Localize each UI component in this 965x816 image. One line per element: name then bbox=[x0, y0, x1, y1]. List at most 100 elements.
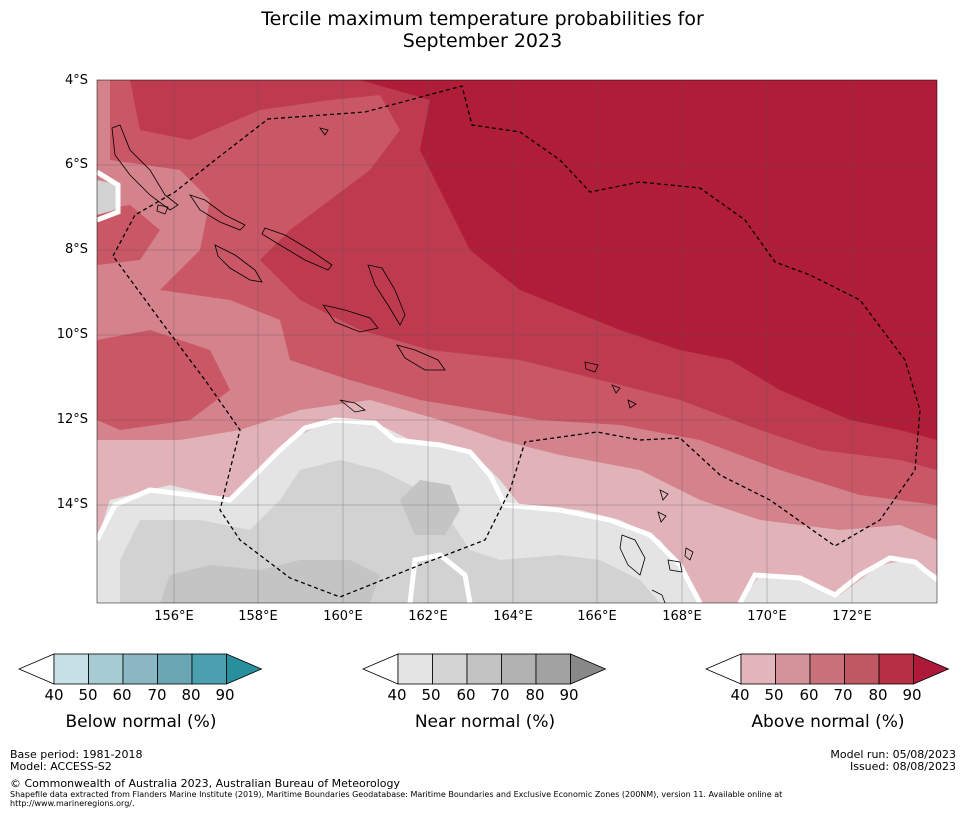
colorbar-max-extension bbox=[570, 653, 607, 685]
santa-isabel-island bbox=[261, 227, 333, 271]
footer-copyright: © Commonwealth of Australia 2023, Austra… bbox=[10, 777, 400, 790]
lat-label-6s: 6°S bbox=[64, 157, 88, 172]
colorbar-below-normal bbox=[18, 653, 263, 685]
small-island-f bbox=[319, 127, 329, 136]
cb-above-tick-50: 50 bbox=[764, 686, 784, 704]
choiseul-island bbox=[189, 194, 246, 231]
colorbar-near-label: Near normal (%) bbox=[414, 712, 556, 732]
cb-below-tick-80: 80 bbox=[181, 686, 201, 704]
colorbar-swatch-70 bbox=[501, 653, 537, 685]
lat-label-4s: 4°S bbox=[64, 73, 88, 88]
colorbar-swatch-70 bbox=[157, 653, 193, 685]
cb-below-tick-90: 90 bbox=[215, 686, 235, 704]
islands bbox=[111, 124, 694, 603]
cb-near-tick-70: 70 bbox=[490, 686, 510, 704]
contour-near-normal-boundary bbox=[97, 417, 703, 603]
cb-near-tick-90: 90 bbox=[559, 686, 579, 704]
lon-label-172e: 172°E bbox=[832, 609, 872, 624]
lon-label-170e: 170°E bbox=[747, 609, 787, 624]
colorbar-swatch-60 bbox=[809, 653, 845, 685]
malaita-island bbox=[367, 264, 406, 326]
colorbar-above-normal bbox=[705, 653, 950, 685]
footer-model: Model: ACCESS-S2 bbox=[10, 760, 112, 773]
chart-title: Tercile maximum temperature probabilitie… bbox=[0, 8, 965, 52]
small-island-c bbox=[659, 489, 669, 501]
cb-near-tick-60: 60 bbox=[456, 686, 476, 704]
colorbar-swatches bbox=[362, 653, 607, 685]
cb-below-tick-60: 60 bbox=[112, 686, 132, 704]
lon-label-160e: 160°E bbox=[323, 609, 363, 624]
footer-model-run: Model run: 05/08/2023 bbox=[830, 748, 956, 761]
bougainville-island bbox=[111, 124, 179, 211]
small-island-d bbox=[657, 511, 667, 523]
footer-shapefile-line1: Shapefile data extracted from Flanders M… bbox=[10, 790, 783, 799]
colorbar-swatch-60 bbox=[122, 653, 158, 685]
contour-near-normal-boundary-nw bbox=[97, 169, 121, 223]
contour-near-normal-boundary-s bbox=[407, 552, 473, 603]
makira-island bbox=[396, 344, 446, 371]
lon-label-168e: 168°E bbox=[662, 609, 702, 624]
zone-near-60-west bbox=[97, 180, 120, 215]
zone-above-70-west bbox=[97, 330, 230, 430]
colorbar-swatch-70 bbox=[844, 653, 880, 685]
colorbar-swatch-50 bbox=[432, 653, 468, 685]
lat-label-12s: 12°S bbox=[56, 412, 88, 427]
cb-below-tick-70: 70 bbox=[147, 686, 167, 704]
cb-below-tick-50: 50 bbox=[78, 686, 98, 704]
guadalcanal-island bbox=[322, 304, 379, 333]
colorbar-swatch-60 bbox=[466, 653, 502, 685]
colorbar-swatch-40 bbox=[397, 653, 433, 685]
colorbar-swatch-80 bbox=[878, 653, 914, 685]
colorbar-min-extension bbox=[18, 653, 55, 685]
colorbar-min-extension bbox=[362, 653, 399, 685]
gridlines bbox=[97, 80, 937, 603]
lat-label-10s: 10°S bbox=[56, 327, 88, 342]
cb-above-tick-90: 90 bbox=[902, 686, 922, 704]
eez-boundary-solomon bbox=[112, 85, 921, 598]
lon-label-166e: 166°E bbox=[577, 609, 617, 624]
cb-above-tick-70: 70 bbox=[833, 686, 853, 704]
colorbar-swatch-40 bbox=[740, 653, 776, 685]
colorbar-swatch-40 bbox=[53, 653, 89, 685]
colorbar-max-extension bbox=[226, 653, 263, 685]
footer-base-period: Base period: 1981-2018 bbox=[10, 748, 143, 761]
santa-cruz-island bbox=[584, 361, 599, 373]
new-georgia-island bbox=[214, 244, 263, 283]
malakula-island bbox=[651, 589, 666, 603]
zone-near-50-east bbox=[740, 560, 937, 603]
contour-near-normal-boundary-east bbox=[737, 555, 937, 603]
vanuatu-north-island bbox=[667, 559, 683, 573]
footer-issued: Issued: 08/08/2023 bbox=[849, 760, 956, 773]
cb-near-tick-80: 80 bbox=[525, 686, 545, 704]
lon-label-162e: 162°E bbox=[408, 609, 448, 624]
colorbar-swatch-50 bbox=[775, 653, 811, 685]
map-frame bbox=[96, 79, 938, 604]
colorbar-swatch-80 bbox=[535, 653, 571, 685]
cb-above-tick-80: 80 bbox=[868, 686, 888, 704]
small-island-a bbox=[611, 384, 621, 394]
lon-label-158e: 158°E bbox=[238, 609, 278, 624]
colorbar-swatch-50 bbox=[88, 653, 124, 685]
colorbar-below-label: Below normal (%) bbox=[65, 712, 217, 732]
cb-above-tick-60: 60 bbox=[799, 686, 819, 704]
title-line-1: Tercile maximum temperature probabilitie… bbox=[261, 8, 704, 30]
small-island-e bbox=[684, 547, 694, 561]
title-line-2: September 2023 bbox=[402, 30, 563, 52]
cb-above-tick-40: 40 bbox=[730, 686, 750, 704]
lat-label-14s: 14°S bbox=[56, 497, 88, 512]
footer-shapefile-line2: http://www.marineregions.org/. bbox=[10, 799, 135, 808]
shortland-island bbox=[156, 204, 169, 215]
cb-near-tick-40: 40 bbox=[387, 686, 407, 704]
small-island-b bbox=[627, 399, 637, 409]
cb-below-tick-40: 40 bbox=[44, 686, 64, 704]
espiritu-santo-island bbox=[619, 534, 646, 576]
zone-near-60 bbox=[120, 460, 660, 603]
rennell-island bbox=[339, 399, 366, 413]
lon-label-164e: 164°E bbox=[493, 609, 533, 624]
lon-label-156e: 156°E bbox=[154, 609, 194, 624]
colorbar-swatches bbox=[18, 653, 263, 685]
zone-near-70-b bbox=[400, 480, 460, 535]
colorbar-max-extension bbox=[913, 653, 950, 685]
colorbar-swatches bbox=[705, 653, 950, 685]
